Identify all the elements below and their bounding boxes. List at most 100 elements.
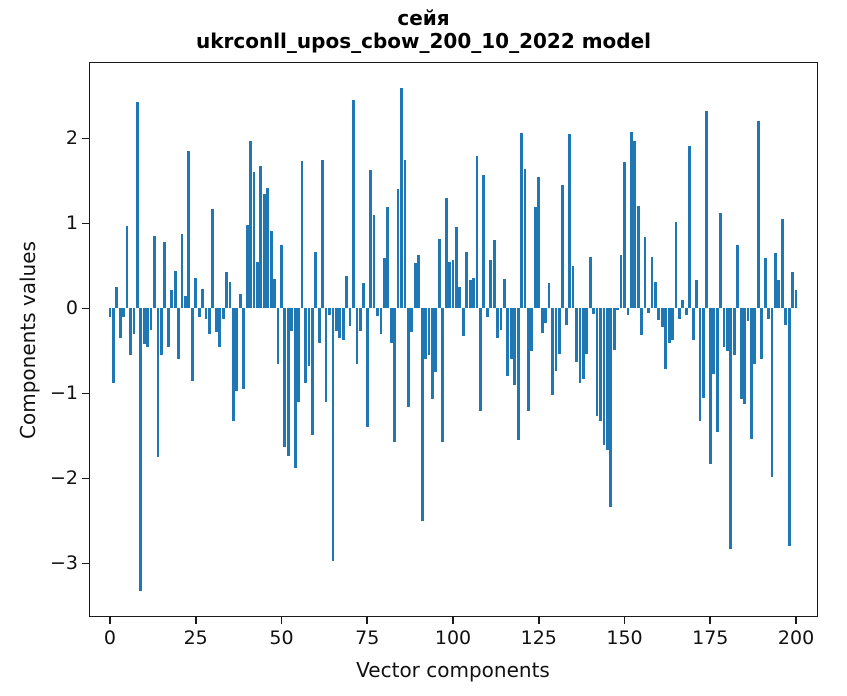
bar	[609, 308, 613, 508]
bar	[413, 262, 417, 309]
bar	[437, 238, 441, 309]
bar	[640, 308, 644, 335]
bar	[249, 141, 252, 309]
bar	[153, 236, 156, 309]
x-tick-mark	[452, 617, 454, 624]
bar	[712, 308, 716, 374]
bar	[293, 308, 297, 469]
bar	[245, 225, 249, 309]
bar	[691, 308, 695, 340]
bar	[482, 175, 486, 309]
bar	[784, 308, 788, 326]
x-tick-label: 75	[355, 627, 380, 649]
bar	[554, 308, 558, 371]
bar	[695, 280, 698, 309]
x-axis-label: Vector components	[356, 658, 550, 682]
bar	[557, 308, 561, 354]
bar	[184, 295, 187, 309]
y-tick-label: −3	[49, 552, 78, 575]
bar	[369, 169, 373, 309]
bar	[527, 308, 530, 412]
bar	[372, 214, 376, 309]
bar	[588, 256, 592, 309]
bar	[434, 308, 438, 373]
y-tick-label: 1	[65, 212, 78, 235]
x-tick-label: 125	[520, 627, 557, 649]
bar	[575, 308, 578, 363]
bar	[235, 308, 239, 391]
bar	[506, 308, 510, 377]
bar	[448, 261, 451, 309]
x-tick-mark	[109, 617, 111, 624]
bar	[708, 308, 712, 464]
bar	[242, 308, 246, 390]
bar	[729, 308, 733, 549]
bar	[739, 308, 743, 399]
x-tick-mark	[366, 617, 369, 624]
bar	[756, 121, 760, 309]
bar	[197, 308, 201, 317]
x-tick-mark	[194, 617, 197, 624]
y-tick-mark	[82, 222, 89, 225]
bar	[149, 308, 153, 330]
bar	[472, 277, 475, 309]
y-tick-mark	[82, 562, 89, 565]
bar	[633, 141, 637, 309]
x-tick-mark	[623, 617, 626, 624]
bar	[780, 219, 784, 309]
bar	[605, 308, 609, 451]
bar	[238, 294, 242, 309]
x-tick-mark	[537, 617, 540, 624]
bar	[660, 308, 664, 328]
bar	[376, 308, 379, 317]
bar	[619, 254, 623, 309]
bar	[626, 308, 630, 316]
bar	[142, 308, 146, 345]
bar	[496, 308, 499, 339]
bar	[190, 308, 194, 381]
bar	[499, 308, 503, 330]
bar	[300, 161, 304, 309]
bar	[599, 308, 602, 421]
bar	[331, 308, 335, 561]
x-tick-label: 100	[434, 627, 472, 649]
bar	[451, 260, 455, 309]
bar	[544, 308, 547, 323]
x-tick-mark	[280, 617, 283, 624]
bar	[595, 308, 599, 416]
x-tick-label: 150	[606, 627, 643, 649]
bar	[444, 197, 448, 309]
bar	[232, 308, 235, 421]
bar	[417, 254, 421, 309]
bar	[338, 308, 342, 339]
bar	[750, 308, 753, 439]
bar	[321, 159, 325, 309]
bar	[424, 308, 427, 359]
bar	[406, 308, 410, 408]
bar	[726, 308, 729, 351]
bar	[170, 289, 174, 309]
bar	[571, 265, 575, 309]
bar	[592, 308, 596, 314]
bar	[259, 165, 263, 309]
bar	[616, 308, 620, 311]
bar	[403, 159, 407, 309]
bar	[266, 187, 270, 309]
bar	[602, 308, 606, 446]
plot-area	[89, 62, 818, 617]
bar	[115, 287, 119, 309]
bar	[382, 258, 386, 309]
x-tick-label: 175	[692, 627, 729, 649]
bar	[503, 278, 506, 309]
bar	[794, 289, 798, 309]
bar	[304, 308, 307, 384]
bar	[355, 308, 359, 364]
bar	[629, 131, 633, 309]
bar	[297, 308, 300, 402]
x-tick-label: 200	[777, 627, 815, 649]
bar	[664, 308, 668, 369]
bar	[681, 299, 685, 309]
bar	[211, 209, 215, 309]
bar	[441, 308, 445, 442]
